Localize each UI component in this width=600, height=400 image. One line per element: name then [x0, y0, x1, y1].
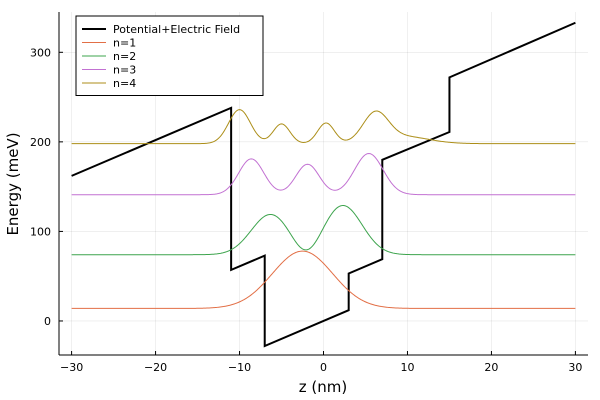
legend-box	[75, 15, 264, 96]
x-tick-label: 20	[484, 361, 498, 374]
x-tick-label: −10	[228, 361, 251, 374]
x-tick-label: 10	[400, 361, 414, 374]
y-tick-label: 300	[30, 46, 51, 59]
x-axis-title: z (nm)	[299, 378, 347, 396]
legend-label: n=1	[113, 37, 136, 50]
legend-label: n=3	[113, 64, 136, 77]
y-axis-title: Energy (meV)	[4, 132, 22, 235]
legend-label: n=2	[113, 50, 136, 63]
series-line-n-4	[71, 109, 576, 145]
y-tick-label: 0	[44, 315, 51, 328]
series-line-n-1	[71, 250, 576, 309]
legend-label: n=4	[113, 77, 136, 90]
x-tick-label: −30	[60, 361, 83, 374]
series-layer	[71, 21, 576, 348]
series-line-n-3	[71, 152, 576, 196]
y-tick-label: 100	[30, 225, 51, 238]
series-line-n-2	[71, 204, 576, 256]
y-tick-label: 200	[30, 136, 51, 149]
x-tick-label: 0	[320, 361, 327, 374]
legend-label: Potential+Electric Field	[113, 23, 240, 36]
x-tick-label: 30	[568, 361, 582, 374]
x-tick-label: −20	[144, 361, 167, 374]
series-line-potential	[71, 21, 576, 348]
